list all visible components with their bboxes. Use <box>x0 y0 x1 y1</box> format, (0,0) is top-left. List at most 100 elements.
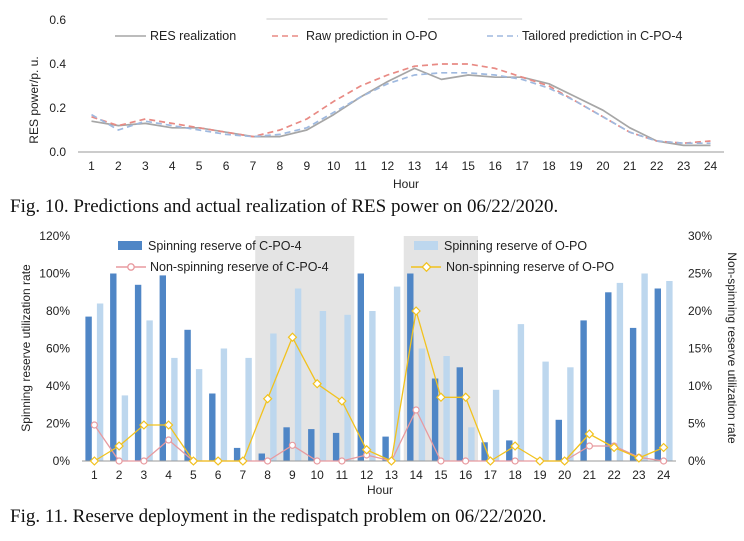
fig11-bar-1 <box>542 361 549 461</box>
fig11-x-tick-label: 1 <box>91 468 98 482</box>
fig11-legend-label-nonspin-opo: Non-spinning reserve of O-PO <box>446 260 614 274</box>
fig11-bar-0 <box>134 284 142 462</box>
fig11-legend-swatch-spin-opo <box>414 241 438 250</box>
fig11-bar-1 <box>517 324 525 461</box>
fig10-series-line-0 <box>91 67 711 147</box>
fig11-bar-0 <box>580 320 587 461</box>
fig11-x-tick-label: 8 <box>264 468 271 482</box>
fig11-shaded-region <box>403 236 478 461</box>
fig11-bar-1 <box>641 273 648 461</box>
fig11-point-nonspin-opo <box>89 456 100 466</box>
fig11-x-tick-label: 7 <box>240 468 247 482</box>
fig11-point-nonspin-cpo4 <box>511 457 519 465</box>
fig11-point-nonspin-cpo4 <box>338 457 346 465</box>
fig10-y-tick-label: 0.6 <box>49 13 66 27</box>
fig11-legend-label-nonspin-cpo4: Non-spinning reserve of C-PO-4 <box>150 260 329 274</box>
fig11-y2-tick-label: 10% <box>688 379 712 393</box>
fig10-x-tick-label: 23 <box>677 159 691 173</box>
fig11-series-line-1 <box>94 310 664 462</box>
fig11-bar-0 <box>110 273 117 461</box>
fig11-y-tick-label: 60% <box>46 342 70 356</box>
fig11-point-nonspin-opo <box>436 392 446 403</box>
fig11-point-nonspin-opo <box>361 444 372 455</box>
fig10-x-tick-label: 18 <box>542 159 556 173</box>
fig11-bar-0 <box>555 419 562 462</box>
fig11-point-nonspin-opo <box>337 396 347 406</box>
fig11-x-tick-label: 20 <box>558 468 572 482</box>
fig11-bar-0 <box>382 436 389 461</box>
fig11-point-nonspin-cpo4 <box>585 442 594 450</box>
fig11-bar-0 <box>407 273 414 461</box>
fig11-y-tick-label: 0% <box>53 454 71 468</box>
fig11-legend-label-spin-cpo4: Spinning reserve of C-PO-4 <box>148 239 302 253</box>
fig11-series-line-0 <box>93 409 664 462</box>
fig11-point-nonspin-opo <box>411 306 421 316</box>
fig11-x-tick-label: 5 <box>190 468 197 482</box>
fig11-y-tick-label: 20% <box>46 417 70 431</box>
fig11-y-tick-label: 120% <box>39 229 70 243</box>
fig11-point-nonspin-cpo4 <box>659 457 668 465</box>
fig11-bar-0 <box>85 316 92 461</box>
fig10-legend-label-raw: Raw prediction in O-PO <box>306 29 438 43</box>
fig10-x-tick-label: 6 <box>223 159 230 173</box>
fig11-point-nonspin-opo <box>658 442 669 453</box>
fig10-x-tick-label: 9 <box>303 159 310 173</box>
fig11-x-tick-label: 9 <box>289 468 296 482</box>
fig11-point-nonspin-opo <box>386 456 397 466</box>
fig11-bar-0 <box>283 427 290 462</box>
fig11-point-nonspin-opo <box>535 456 545 466</box>
fig11-point-nonspin-opo <box>139 420 149 430</box>
fig10-caption: Fig. 10. Predictions and actual realizat… <box>10 196 559 217</box>
fig11-x-tick-label: 18 <box>508 468 522 482</box>
fig11-x-tick-label: 17 <box>484 468 498 482</box>
fig11-bar-0 <box>654 288 661 461</box>
fig11-point-nonspin-opo <box>188 456 199 466</box>
fig11-x-tick-label: 6 <box>215 468 222 482</box>
fig10-x-tick-label: 8 <box>277 159 284 173</box>
fig10-x-tick-label: 20 <box>596 159 610 173</box>
fig10-y-label: RES power/p. u. <box>27 56 41 143</box>
fig10-x-tick-label: 1 <box>88 159 95 173</box>
fig10-x-tick-label: 7 <box>250 159 257 173</box>
fig11-point-nonspin-cpo4 <box>140 457 148 465</box>
fig11-bar-1 <box>666 281 673 461</box>
fig11-x-tick-label: 16 <box>459 468 473 482</box>
fig11-bar-0 <box>209 393 216 461</box>
fig11-point-nonspin-opo <box>485 456 496 466</box>
fig11-x-tick-label: 10 <box>310 468 324 482</box>
fig10-plot-frame <box>78 20 724 174</box>
fig11-bar-1 <box>319 311 327 461</box>
fig11-y2-tick-label: 25% <box>688 267 712 281</box>
fig11-x-label: Hour <box>367 483 393 497</box>
fig11-point-nonspin-cpo4 <box>264 457 272 465</box>
fig10-x-tick-label: 3 <box>142 159 149 173</box>
fig11-point-nonspin-cpo4 <box>437 457 445 465</box>
fig11-y2-tick-label: 20% <box>688 304 712 318</box>
fig11-point-nonspin-opo <box>114 441 124 451</box>
fig11-x-tick-label: 12 <box>360 468 374 482</box>
fig11-bar-0 <box>159 275 166 461</box>
fig10-x-tick-label: 24 <box>704 159 718 173</box>
fig11-x-tick-label: 13 <box>385 468 399 482</box>
fig11-bar-1 <box>369 311 376 461</box>
fig11-point-nonspin-cpo4 <box>115 457 123 465</box>
fig10-x-tick-label: 11 <box>354 159 367 173</box>
fig11-bar-0 <box>308 429 315 461</box>
fig11-y2-tick-label: 0% <box>688 454 706 468</box>
fig10-x-tick-label: 16 <box>489 159 503 173</box>
fig11-x-tick-label: 11 <box>336 468 349 482</box>
fig11-x-tick-label: 15 <box>434 468 448 482</box>
fig11-x-tick-label: 3 <box>141 468 148 482</box>
fig11-bar-1 <box>96 303 104 461</box>
fig11-bar-0 <box>233 447 241 461</box>
fig10-x-tick-label: 12 <box>381 159 395 173</box>
fig11-bar-0 <box>258 453 265 461</box>
fig10-y-tick-label: 0.0 <box>49 145 66 159</box>
fig11-y2-tick-label: 15% <box>688 342 712 356</box>
fig10-x-tick-label: 14 <box>435 159 449 173</box>
fig10-x-tick-label: 2 <box>115 159 122 173</box>
fig11-bar-1 <box>220 348 228 461</box>
fig11-point-nonspin-cpo4 <box>165 436 173 444</box>
fig11-bar-1 <box>468 427 475 462</box>
fig11-legend-marker-nonspin-opo <box>421 261 432 273</box>
